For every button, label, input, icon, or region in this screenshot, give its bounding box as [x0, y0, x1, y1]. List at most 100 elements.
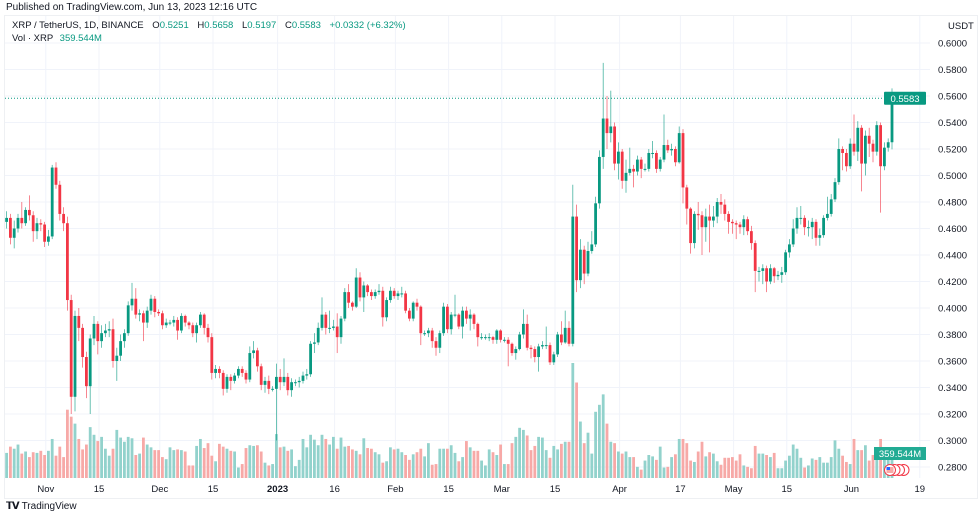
candle[interactable]	[286, 372, 290, 396]
candle[interactable]	[788, 239, 791, 258]
candle[interactable]	[233, 372, 236, 384]
candle[interactable]	[731, 219, 734, 234]
candle[interactable]	[389, 286, 392, 303]
candle[interactable]	[12, 220, 16, 249]
candle[interactable]	[69, 294, 73, 414]
candle[interactable]	[712, 205, 715, 228]
candle[interactable]	[525, 314, 529, 351]
candle[interactable]	[362, 281, 366, 312]
candle[interactable]	[381, 286, 385, 327]
candle[interactable]	[769, 264, 772, 285]
candle[interactable]	[430, 327, 434, 348]
candle[interactable]	[138, 309, 141, 322]
candle[interactable]	[347, 284, 350, 308]
candle[interactable]	[206, 323, 210, 343]
candle[interactable]	[172, 315, 176, 327]
candle[interactable]	[651, 141, 654, 159]
candle[interactable]	[88, 334, 92, 415]
candle[interactable]	[305, 368, 309, 380]
candle[interactable]	[814, 219, 818, 246]
candle[interactable]	[187, 321, 191, 330]
candle[interactable]	[738, 221, 742, 234]
candle[interactable]	[632, 164, 635, 188]
candle[interactable]	[552, 351, 556, 365]
candle[interactable]	[301, 371, 305, 384]
candle[interactable]	[491, 335, 495, 344]
candle[interactable]	[586, 241, 590, 277]
candle[interactable]	[237, 366, 240, 379]
candle[interactable]	[795, 207, 799, 234]
candle[interactable]	[548, 342, 552, 365]
candle[interactable]	[875, 121, 879, 156]
candle[interactable]	[195, 322, 198, 343]
candle[interactable]	[267, 375, 271, 395]
candle[interactable]	[313, 333, 316, 354]
candle[interactable]	[594, 196, 597, 248]
candle[interactable]	[605, 96, 609, 149]
candle[interactable]	[499, 329, 502, 343]
candle[interactable]	[689, 207, 692, 254]
candle[interactable]	[73, 310, 77, 412]
candle[interactable]	[522, 309, 525, 339]
candle[interactable]	[833, 178, 837, 202]
candle[interactable]	[43, 221, 46, 248]
candle[interactable]	[214, 364, 217, 379]
candle[interactable]	[480, 333, 483, 340]
candle[interactable]	[77, 308, 81, 342]
candle[interactable]	[92, 315, 96, 346]
candle[interactable]	[799, 205, 803, 225]
candle[interactable]	[704, 208, 708, 242]
candle[interactable]	[244, 370, 248, 384]
candle[interactable]	[693, 211, 696, 249]
candle[interactable]	[582, 245, 586, 285]
candle[interactable]	[879, 122, 882, 213]
candle[interactable]	[700, 211, 704, 255]
candle[interactable]	[404, 290, 407, 314]
candle[interactable]	[221, 370, 225, 396]
candle[interactable]	[852, 114, 856, 156]
candle[interactable]	[180, 313, 183, 334]
candle[interactable]	[370, 289, 373, 301]
candle[interactable]	[107, 321, 111, 338]
candle[interactable]	[271, 386, 274, 392]
candle[interactable]	[20, 202, 24, 229]
candle[interactable]	[111, 318, 115, 368]
candle[interactable]	[39, 219, 43, 232]
candle[interactable]	[655, 150, 658, 173]
candle[interactable]	[153, 296, 157, 318]
candle[interactable]	[161, 310, 164, 330]
candle[interactable]	[316, 322, 320, 346]
candle[interactable]	[484, 334, 487, 340]
candle[interactable]	[826, 196, 829, 221]
candle[interactable]	[624, 159, 628, 193]
candle[interactable]	[601, 62, 605, 169]
candle[interactable]	[225, 374, 229, 393]
candle[interactable]	[149, 294, 153, 315]
candle[interactable]	[856, 121, 860, 161]
tradingview-brand[interactable]: 𝗧𝗩 TradingView	[6, 501, 77, 512]
candle[interactable]	[670, 143, 673, 156]
volume-label[interactable]: Vol · XRP	[12, 33, 54, 44]
candle[interactable]	[487, 333, 491, 342]
candle[interactable]	[841, 146, 844, 171]
candle[interactable]	[415, 298, 419, 311]
candle[interactable]	[373, 289, 377, 299]
candle[interactable]	[168, 319, 172, 326]
candle[interactable]	[772, 266, 776, 283]
candle[interactable]	[259, 363, 263, 391]
candle[interactable]	[123, 329, 126, 348]
candle[interactable]	[628, 147, 632, 176]
candle[interactable]	[533, 346, 537, 363]
candle[interactable]	[658, 156, 662, 172]
candle[interactable]	[328, 310, 331, 334]
candle[interactable]	[510, 342, 514, 356]
candle[interactable]	[544, 326, 548, 350]
candle[interactable]	[385, 297, 388, 322]
candle[interactable]	[472, 313, 476, 330]
candle[interactable]	[392, 288, 396, 299]
candle[interactable]	[5, 211, 8, 229]
candle[interactable]	[100, 325, 103, 348]
candle[interactable]	[848, 138, 852, 169]
candle[interactable]	[191, 322, 195, 338]
